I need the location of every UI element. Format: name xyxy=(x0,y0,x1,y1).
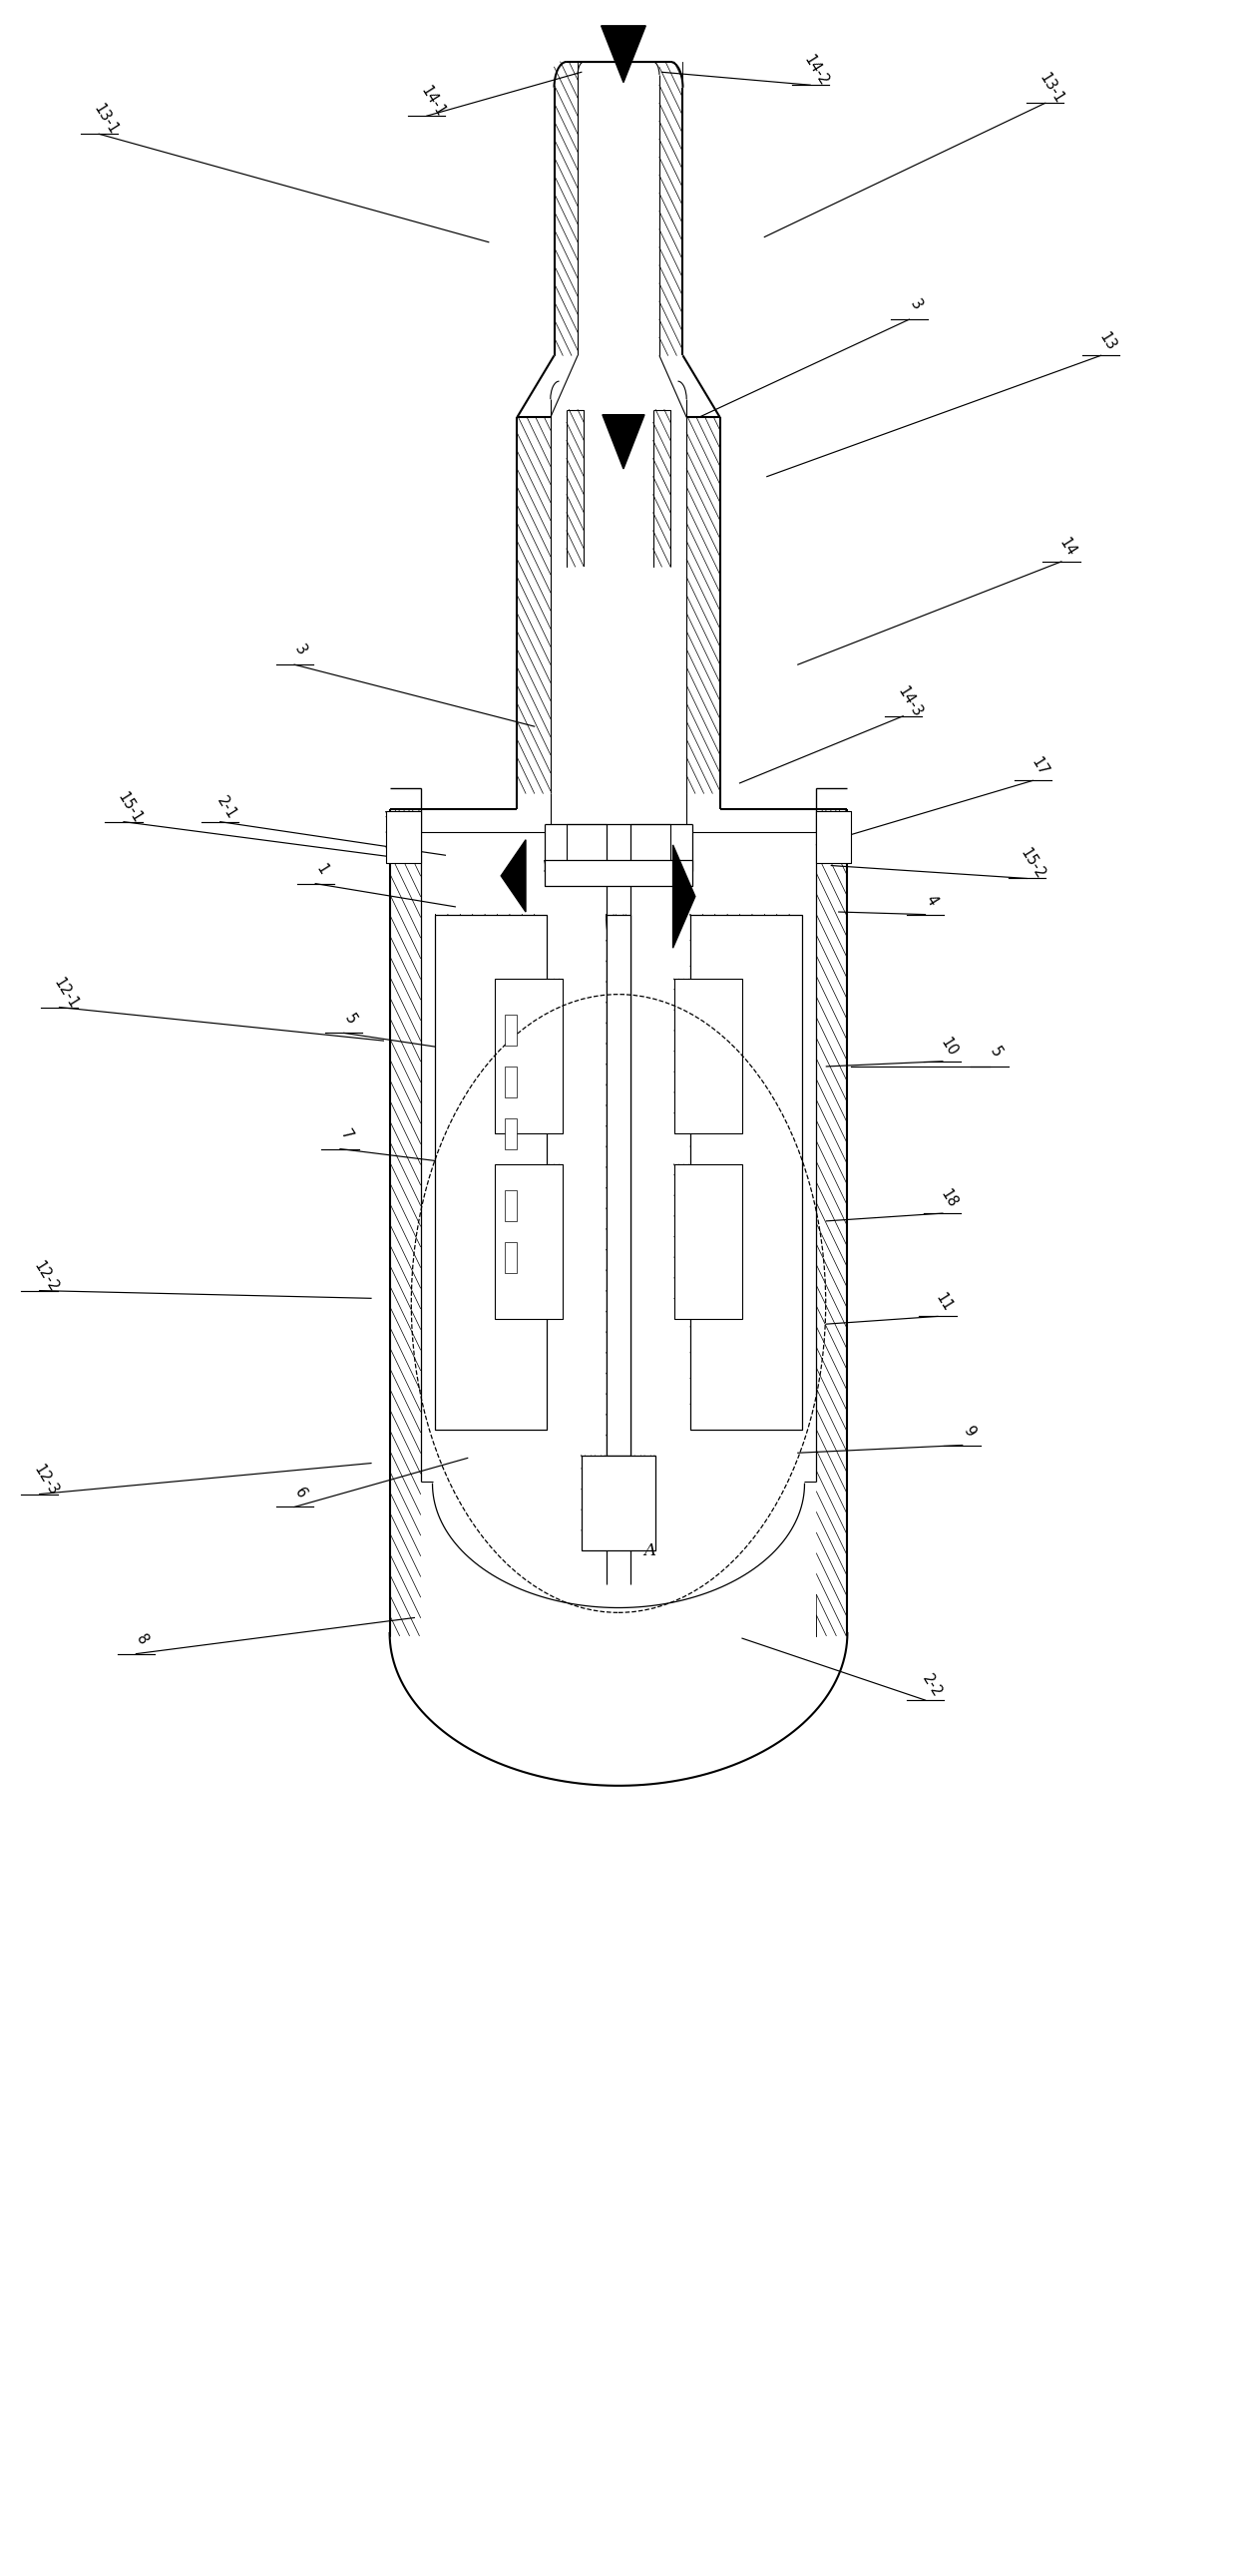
Bar xyxy=(505,1015,517,1046)
Text: 14: 14 xyxy=(1056,536,1079,559)
Bar xyxy=(544,824,693,871)
Text: 13-1: 13-1 xyxy=(1037,72,1066,106)
Text: 14-2: 14-2 xyxy=(802,52,831,88)
Text: 1: 1 xyxy=(313,860,330,878)
Bar xyxy=(674,1164,742,1319)
Bar xyxy=(495,1164,563,1319)
Polygon shape xyxy=(501,840,526,912)
Text: 6: 6 xyxy=(292,1484,309,1502)
Text: 2-2: 2-2 xyxy=(919,1672,944,1700)
Bar xyxy=(505,1118,517,1149)
Text: 3: 3 xyxy=(907,296,924,312)
Text: 18: 18 xyxy=(938,1188,960,1211)
Bar xyxy=(544,860,693,886)
Text: 4: 4 xyxy=(923,891,940,909)
Bar xyxy=(606,914,631,1455)
Bar xyxy=(495,979,563,1133)
Text: 5: 5 xyxy=(341,1010,359,1028)
Polygon shape xyxy=(601,26,646,82)
Text: 15-2: 15-2 xyxy=(1018,845,1048,881)
Bar xyxy=(584,567,653,773)
Text: 7: 7 xyxy=(338,1126,355,1144)
Bar xyxy=(505,1190,517,1221)
Text: 11: 11 xyxy=(933,1291,955,1314)
Text: 2-1: 2-1 xyxy=(214,793,239,822)
Bar xyxy=(690,914,802,1430)
Text: 10: 10 xyxy=(938,1036,960,1059)
Bar xyxy=(386,811,421,863)
Text: 12-1: 12-1 xyxy=(51,974,80,1010)
Text: 12-2: 12-2 xyxy=(31,1257,61,1293)
Text: 13-1: 13-1 xyxy=(90,103,120,137)
Bar xyxy=(567,410,670,567)
Text: 15-1: 15-1 xyxy=(115,788,145,824)
Text: 13: 13 xyxy=(1096,330,1118,353)
Polygon shape xyxy=(602,415,644,469)
Text: 5: 5 xyxy=(987,1043,1004,1061)
Bar xyxy=(505,1066,517,1097)
Bar xyxy=(435,914,547,1430)
Text: 14-1: 14-1 xyxy=(418,82,448,118)
Bar xyxy=(505,1242,517,1273)
Text: A: A xyxy=(643,1543,656,1558)
Bar xyxy=(581,1455,656,1551)
Text: 14-3: 14-3 xyxy=(894,685,924,719)
Polygon shape xyxy=(673,845,695,948)
Text: 8: 8 xyxy=(134,1631,151,1649)
Text: 9: 9 xyxy=(960,1422,977,1440)
Text: 3: 3 xyxy=(292,641,309,657)
Text: 12-3: 12-3 xyxy=(31,1461,61,1497)
Bar xyxy=(674,979,742,1133)
Text: 17: 17 xyxy=(1028,755,1050,778)
Bar xyxy=(816,811,851,863)
